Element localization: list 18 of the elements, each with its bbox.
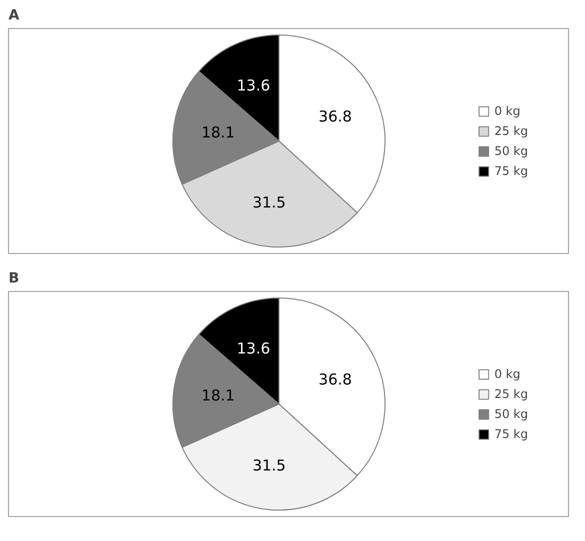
legend-label: 50 kg bbox=[494, 406, 528, 420]
legend-label: 0 kg bbox=[494, 104, 520, 118]
legend-label: 25 kg bbox=[494, 386, 528, 400]
legend-label: 75 kg bbox=[494, 164, 528, 178]
data-label: 36.8 bbox=[318, 108, 352, 126]
text: B bbox=[8, 270, 20, 286]
legend-label: 25 kg bbox=[494, 124, 528, 138]
data-label: 18.1 bbox=[201, 386, 235, 404]
text: A bbox=[8, 8, 20, 24]
data-label: 18.1 bbox=[201, 123, 235, 142]
data-label: 13.6 bbox=[236, 76, 270, 94]
data-label: 31.5 bbox=[252, 456, 286, 474]
legend-label: 50 kg bbox=[494, 144, 528, 158]
legend-label: 0 kg bbox=[494, 366, 520, 380]
data-label: 36.8 bbox=[318, 370, 352, 389]
data-label: 13.6 bbox=[236, 339, 270, 358]
data-label: 31.5 bbox=[252, 193, 286, 212]
legend-label: 75 kg bbox=[494, 426, 528, 440]
